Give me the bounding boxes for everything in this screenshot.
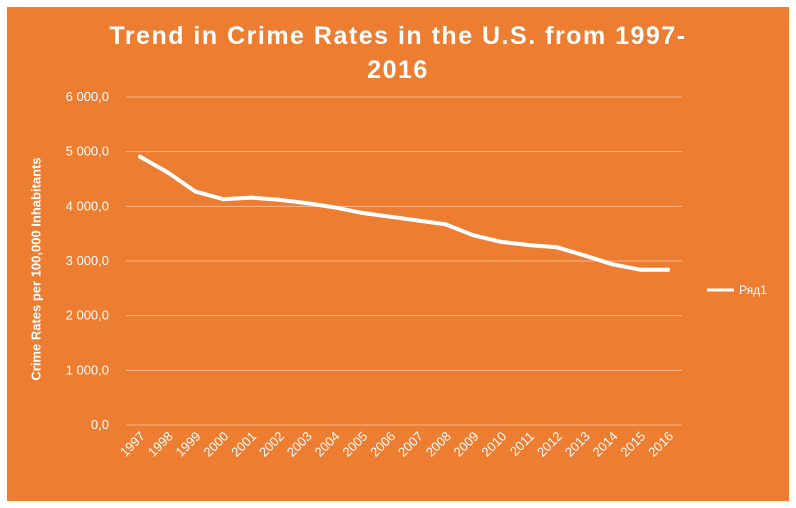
y-tick-label: 3 000,0 — [66, 253, 109, 268]
data-point — [332, 205, 337, 210]
data-point — [221, 197, 226, 202]
gridlines — [126, 96, 682, 426]
x-tick-label: 2015 — [617, 429, 648, 460]
x-tick-label: 2008 — [423, 429, 454, 460]
data-point — [666, 267, 671, 272]
x-tick-label: 2011 — [507, 429, 537, 459]
x-axis-ticks: 1997199819992000200120022003200420052006… — [117, 429, 676, 460]
data-point — [137, 154, 142, 159]
data-point — [499, 239, 504, 244]
x-tick-label: 2014 — [590, 429, 621, 460]
x-tick-label: 2000 — [200, 429, 231, 460]
x-tick-label: 1997 — [117, 429, 148, 460]
data-point — [527, 243, 532, 248]
y-axis-ticks: 0,0 1 000,0 2 000,0 3 000,0 4 000,0 5 000,0 6 … — [66, 89, 109, 432]
x-tick-label: 2002 — [256, 429, 287, 460]
x-tick-label: 1998 — [145, 429, 176, 460]
chart-area: Trend in Crime Rates in the U.S. from 19… — [7, 7, 789, 501]
y-tick-label: 2 000,0 — [66, 308, 109, 323]
data-point — [554, 245, 559, 250]
data-point — [360, 210, 365, 215]
data-point — [276, 197, 281, 202]
data-point — [610, 262, 615, 267]
data-point — [304, 201, 309, 206]
y-tick-label: 1 000,0 — [66, 362, 109, 377]
x-tick-label: 1999 — [173, 429, 204, 460]
x-tick-label: 2010 — [478, 429, 509, 460]
y-axis-title: Crime Rates per 100,000 Inhabitants — [28, 157, 43, 380]
x-tick-label: 2003 — [284, 429, 315, 460]
x-tick-label: 2013 — [562, 429, 593, 460]
legend: Ряд1 — [707, 283, 767, 297]
x-tick-label: 2004 — [312, 429, 343, 460]
series-layer — [137, 154, 671, 272]
data-point — [249, 195, 254, 200]
series-line-1 — [137, 154, 671, 272]
x-tick-label: 2016 — [645, 429, 676, 460]
y-tick-label: 0,0 — [91, 417, 109, 432]
chart-title-line-1: Trend in Crime Rates in the U.S. from 19… — [109, 22, 687, 50]
y-tick-label: 6 000,0 — [66, 89, 109, 104]
x-tick-label: 2009 — [451, 429, 482, 460]
x-tick-label: 2001 — [228, 429, 259, 460]
y-tick-label: 5 000,0 — [66, 144, 109, 159]
data-point — [415, 218, 420, 223]
data-point — [165, 170, 170, 175]
x-tick-label: 2012 — [534, 429, 565, 460]
data-point — [638, 267, 643, 272]
x-tick-label: 2006 — [367, 429, 398, 460]
chart-title: Trend in Crime Rates in the U.S. from 19… — [7, 19, 789, 87]
data-point — [193, 189, 198, 194]
y-tick-label: 4 000,0 — [66, 198, 109, 213]
line-chart: 0,0 1 000,0 2 000,0 3 000,0 4 000,0 5 000,0 6 … — [28, 89, 767, 460]
data-point — [443, 222, 448, 227]
data-point — [471, 233, 476, 238]
data-point — [388, 214, 393, 219]
legend-label-series-1: Ряд1 — [739, 283, 767, 297]
chart-title-line-2: 2016 — [367, 56, 429, 84]
x-tick-label: 2007 — [395, 429, 426, 460]
data-point — [582, 253, 587, 258]
x-tick-label: 2005 — [339, 429, 370, 460]
